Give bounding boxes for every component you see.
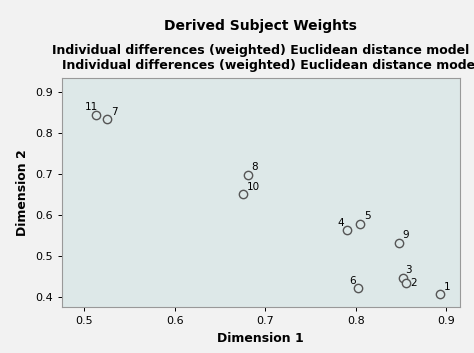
Text: 7: 7: [111, 107, 118, 116]
Text: 6: 6: [349, 276, 356, 286]
Text: 1: 1: [444, 282, 450, 292]
Text: 3: 3: [405, 265, 412, 275]
X-axis label: Dimension 1: Dimension 1: [217, 332, 304, 345]
Text: 5: 5: [364, 211, 371, 221]
Text: 11: 11: [85, 102, 99, 112]
Text: 10: 10: [247, 181, 260, 192]
Text: Derived Subject Weights: Derived Subject Weights: [164, 19, 357, 34]
Text: Individual differences (weighted) Euclidean distance model: Individual differences (weighted) Euclid…: [62, 59, 474, 72]
Text: 2: 2: [410, 278, 417, 288]
Y-axis label: Dimension 2: Dimension 2: [16, 149, 29, 236]
Text: 9: 9: [403, 230, 410, 240]
Text: 4: 4: [337, 217, 344, 228]
Text: Individual differences (weighted) Euclidean distance model: Individual differences (weighted) Euclid…: [52, 44, 469, 57]
Text: 8: 8: [252, 162, 258, 172]
